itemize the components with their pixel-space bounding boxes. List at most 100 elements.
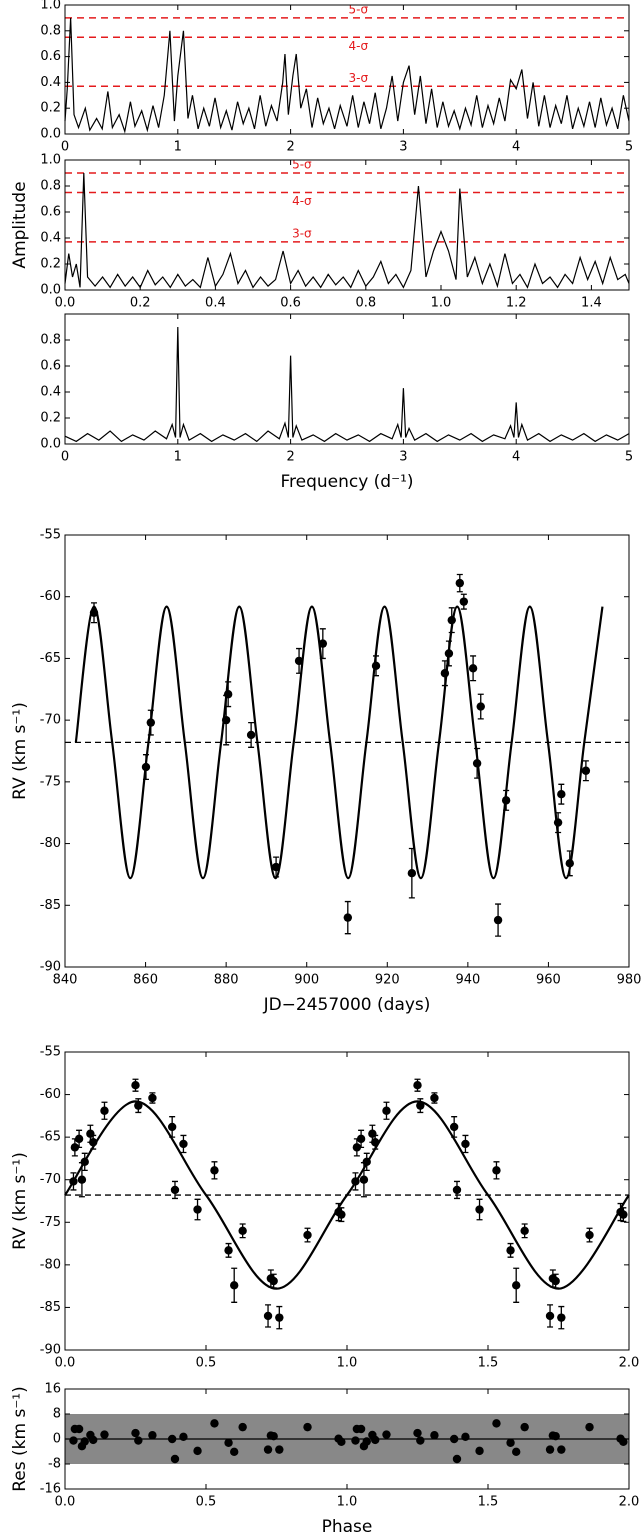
y-tick-label: 0.6 (40, 205, 61, 220)
data-point (468, 664, 478, 673)
y-tick-label: 0.4 (40, 385, 61, 400)
data-point (80, 1437, 89, 1446)
x-tick-label: 3 (399, 140, 407, 155)
data-point (134, 1101, 143, 1110)
x-tick-label: 0.0 (55, 1495, 76, 1510)
plot-frame (64, 4, 630, 135)
data-point (193, 1205, 202, 1214)
data-point (472, 759, 482, 768)
y-tick-label: -90 (40, 1343, 61, 1358)
x-tick-label: 4 (512, 140, 520, 155)
y-tick-label: 0.6 (40, 49, 61, 64)
data-point (461, 1139, 470, 1149)
spectrum-line (64, 172, 630, 289)
y-tick-label: 1.0 (40, 0, 61, 13)
x-tick-label: 0 (61, 450, 69, 465)
x-tick-label: 880 (214, 973, 239, 988)
y-tick-label: 0.6 (40, 359, 61, 374)
x-axis-label: Phase (322, 1517, 373, 1533)
data-point (545, 1311, 555, 1321)
data-point (520, 1226, 529, 1236)
data-point (89, 1435, 98, 1445)
model-curve (64, 1100, 630, 1290)
x-tick-label: 1 (174, 140, 182, 155)
data-point (362, 1157, 371, 1167)
data-point (413, 1081, 422, 1090)
x-tick-label: 4 (512, 450, 520, 465)
data-point (271, 862, 281, 872)
data-point (619, 1210, 628, 1219)
data-point (89, 608, 99, 617)
data-point (134, 1436, 143, 1445)
y-tick-label: -60 (40, 589, 61, 604)
data-point (356, 1424, 366, 1434)
data-point (269, 1431, 278, 1441)
data-point (100, 1430, 109, 1439)
data-point (210, 1166, 219, 1175)
plot-frame (64, 313, 630, 445)
data-point (337, 1437, 346, 1447)
y-tick-label: 8 (53, 1407, 61, 1422)
data-point (506, 1438, 515, 1447)
data-point (223, 690, 233, 699)
data-point (492, 1166, 501, 1175)
y-tick-label: -16 (40, 1482, 61, 1497)
y-tick-label: -75 (40, 774, 61, 789)
data-point (557, 1313, 566, 1322)
plot-frame (64, 1051, 630, 1351)
y-tick-label: 0.0 (40, 127, 61, 142)
data-point (359, 1175, 369, 1184)
y-axis-label: RV (km s⁻¹) (10, 1152, 30, 1250)
data-point (492, 1419, 501, 1428)
data-point (146, 718, 156, 727)
y-axis-label: Res (km s⁻¹) (10, 1386, 30, 1492)
x-tick-label: 0.6 (280, 296, 301, 311)
data-point (263, 1445, 273, 1454)
y-tick-label: -80 (40, 836, 61, 851)
y-tick-label: 0.0 (40, 283, 61, 298)
data-point (351, 1177, 360, 1186)
data-point (461, 1432, 470, 1442)
x-tick-label: 1.4 (581, 296, 602, 311)
x-tick-label: 5 (625, 140, 633, 155)
data-point (356, 1134, 366, 1144)
data-point (74, 1424, 84, 1434)
y-tick-label: -55 (40, 528, 61, 543)
x-tick-label: 1.5 (478, 1356, 499, 1371)
data-point (224, 1438, 233, 1447)
data-point (493, 915, 503, 925)
x-tick-label: 0.5 (196, 1495, 217, 1510)
data-point (131, 1428, 140, 1438)
data-point (89, 1138, 98, 1147)
data-point (210, 1419, 219, 1428)
data-point (148, 1431, 157, 1440)
data-point (557, 1445, 566, 1454)
y-tick-label: -75 (40, 1215, 61, 1230)
x-tick-label: 0.4 (205, 296, 226, 311)
x-tick-label: 920 (375, 973, 400, 988)
data-point (100, 1106, 109, 1115)
data-point (179, 1139, 188, 1149)
data-point (447, 615, 456, 625)
data-point (430, 1431, 439, 1440)
data-point (170, 1454, 180, 1464)
data-point (131, 1081, 140, 1090)
x-tick-label: 2 (286, 140, 294, 155)
y-tick-label: -65 (40, 1130, 61, 1145)
sigma-label: 4-σ (292, 194, 312, 208)
data-point (69, 1436, 78, 1445)
data-point (337, 1210, 346, 1219)
x-tick-label: 1.2 (506, 296, 527, 311)
data-point (275, 1313, 284, 1322)
data-point (269, 1276, 278, 1286)
data-point (520, 1422, 529, 1432)
x-tick-label: 0 (61, 140, 69, 155)
data-point (303, 1230, 312, 1240)
data-point (512, 1447, 521, 1457)
data-point (294, 656, 304, 666)
y-axis-label: RV (km s⁻¹) (10, 702, 30, 800)
x-tick-label: 2 (286, 450, 294, 465)
plot-frame (64, 1388, 630, 1490)
y-tick-label: -85 (40, 898, 61, 913)
model-curve (74, 605, 604, 880)
